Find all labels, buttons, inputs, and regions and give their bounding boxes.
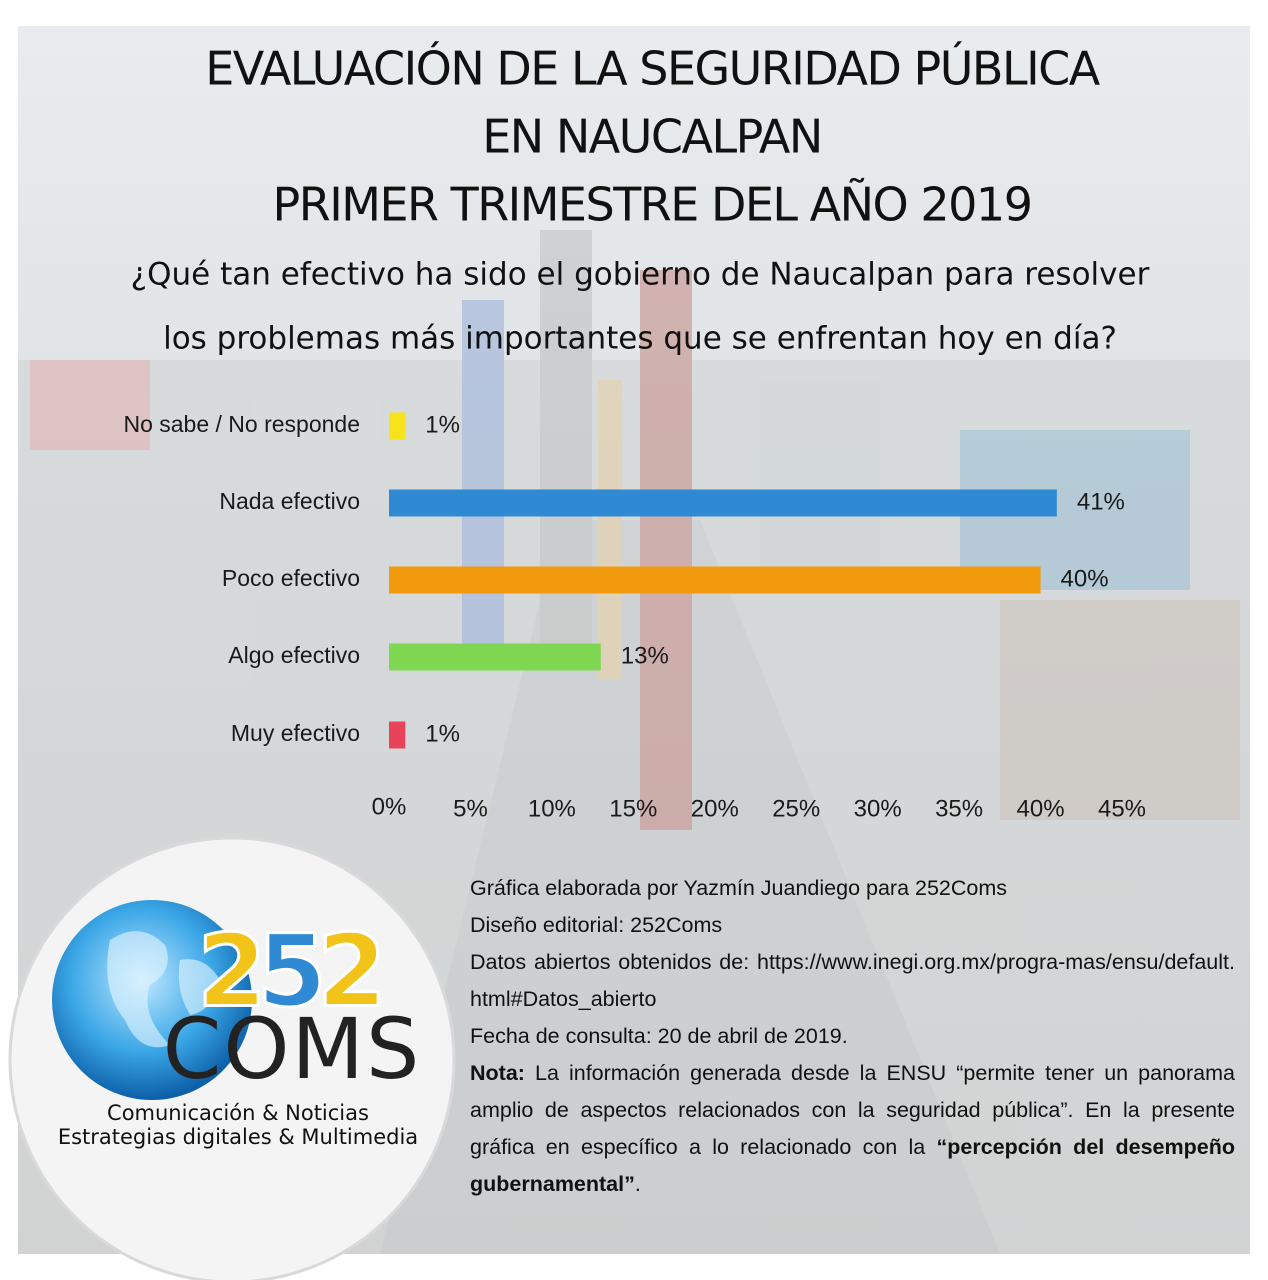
value-label: 13% xyxy=(621,642,669,669)
chart-subtitle: ¿Qué tan efectivo ha sido el gobierno de… xyxy=(131,257,1150,293)
note-text: La información generada desde la ENSU “p… xyxy=(470,1061,1235,1159)
bar xyxy=(389,721,406,749)
credit-line: Gráfica elaborada por Yazmín Juandiego p… xyxy=(470,876,1008,900)
credit-line: Fecha de consulta: 20 de abril de 2019. xyxy=(470,1024,848,1048)
x-tick-label: 20% xyxy=(691,795,739,822)
value-label: 1% xyxy=(425,720,460,747)
bar xyxy=(389,643,601,671)
chart-title: PRIMER TRIMESTRE DEL AÑO 2019 xyxy=(273,178,1032,232)
logo-tagline: Estrategias digitales & Multimedia xyxy=(58,1125,418,1149)
value-label: 1% xyxy=(425,411,460,438)
x-tick-label: 5% xyxy=(453,795,488,822)
category-label: Muy efectivo xyxy=(231,720,360,746)
logo-number: 2 xyxy=(197,912,267,1029)
x-tick-label: 45% xyxy=(1098,795,1146,822)
logo-name: COMS xyxy=(163,1000,422,1098)
note-end: . xyxy=(634,1172,641,1196)
credit-line: Diseño editorial: 252Coms xyxy=(470,913,723,937)
note-label: Nota: xyxy=(470,1061,525,1085)
bar xyxy=(389,566,1041,594)
x-tick-label: 15% xyxy=(609,795,657,822)
category-label: No sabe / No responde xyxy=(123,411,360,437)
logo-number: 2 xyxy=(317,912,387,1029)
credits: Gráfica elaborada por Yazmín Juandiego p… xyxy=(470,870,1235,1203)
category-label: Algo efectivo xyxy=(228,642,360,668)
category-label: Poco efectivo xyxy=(222,565,360,591)
logo-globe xyxy=(52,900,252,1100)
x-tick-label: 35% xyxy=(935,795,983,822)
x-tick-label: 25% xyxy=(772,795,820,822)
bar xyxy=(389,412,406,440)
x-tick-label: 0% xyxy=(372,793,407,820)
value-label: 40% xyxy=(1061,565,1109,592)
credit-line: Datos abiertos obtenidos de: https://www… xyxy=(470,950,1235,1011)
bar xyxy=(389,489,1057,517)
chart-title: EVALUACIÓN DE LA SEGURIDAD PÚBLICA xyxy=(205,42,1101,96)
x-tick-label: 30% xyxy=(854,795,902,822)
chart-subtitle: los problemas más importantes que se enf… xyxy=(163,321,1117,357)
value-label: 41% xyxy=(1077,488,1125,515)
chart-title: EN NAUCALPAN xyxy=(482,110,822,164)
logo-continents xyxy=(107,931,220,1048)
category-label: Nada efectivo xyxy=(219,488,360,514)
x-tick-label: 10% xyxy=(528,795,576,822)
x-tick-label: 40% xyxy=(1017,795,1065,822)
note-emphasis: “percepción del desempeño gubernamental” xyxy=(470,1135,1235,1196)
note: Nota: La información generada desde la E… xyxy=(470,1055,1235,1203)
logo-number: 5 xyxy=(257,912,327,1029)
logo-tagline: Comunicación & Noticias xyxy=(107,1101,369,1125)
